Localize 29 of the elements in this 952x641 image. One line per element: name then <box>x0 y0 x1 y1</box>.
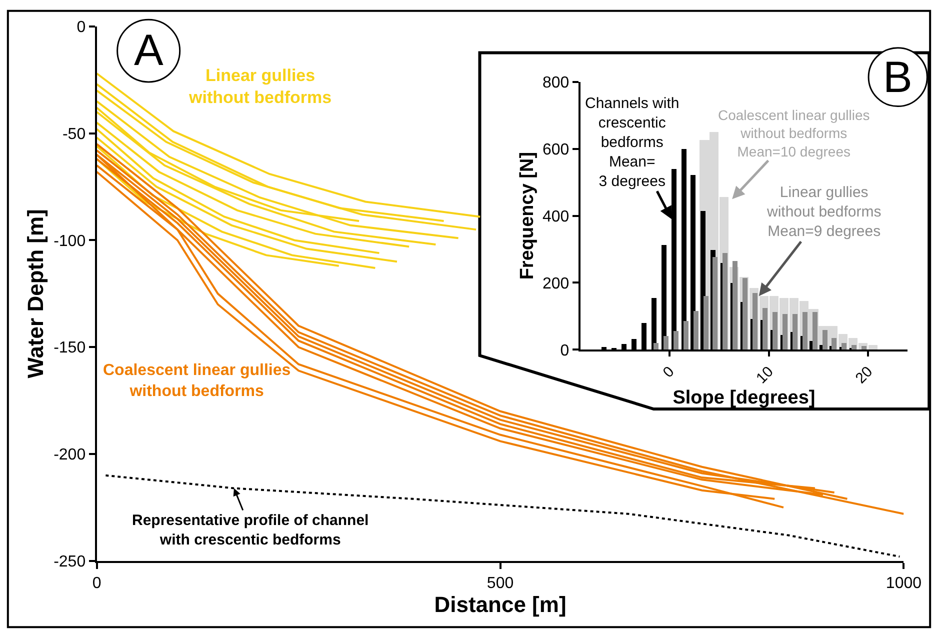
annotation: Coalescent linear gullies without bedforms Mean=10 degrees <box>718 107 870 160</box>
y-tick-label: 600 <box>542 141 570 158</box>
y-tick-label: -100 <box>54 232 86 250</box>
annotation: Linear gullies without bedforms Mean=9 degrees <box>766 184 882 240</box>
y-tick-label: -150 <box>54 340 86 357</box>
annotation: Linear gullies without bedforms <box>188 66 332 108</box>
x-axis-title: Slope [degrees] <box>672 387 816 408</box>
y-tick-label: 400 <box>542 208 570 226</box>
x-axis-title: Distance [m] <box>434 592 566 618</box>
x-tick-label: 10 <box>753 363 777 388</box>
y-axis-title: Water Depth [m] <box>22 209 48 378</box>
y-tick-label: -200 <box>54 446 86 464</box>
x-tick-label: 0 <box>92 575 102 592</box>
annotation: Coalescent linear gullies without bedforms <box>103 362 291 400</box>
y-tick-label: 0 <box>76 19 86 36</box>
y-tick-label: -250 <box>54 554 86 571</box>
y-tick-label: -50 <box>62 126 86 143</box>
x-tick-label: 500 <box>486 575 514 592</box>
annotation: A <box>134 26 164 75</box>
annotation: Channels with crescentic bedforms Mean= 3 degrees <box>585 95 680 190</box>
y-tick-label: 800 <box>542 74 570 92</box>
x-tick-label: 1000 <box>886 575 922 592</box>
y-tick-label: 0 <box>560 342 570 360</box>
x-tick-label: 0 <box>660 363 678 382</box>
x-tick-label: 20 <box>852 363 876 388</box>
annotation: B <box>883 53 912 102</box>
y-axis-title: Frequency [N] <box>516 152 538 280</box>
y-tick-label: 200 <box>542 275 570 292</box>
annotation: Representative profile of channel with crescentic bedforms <box>132 512 369 548</box>
